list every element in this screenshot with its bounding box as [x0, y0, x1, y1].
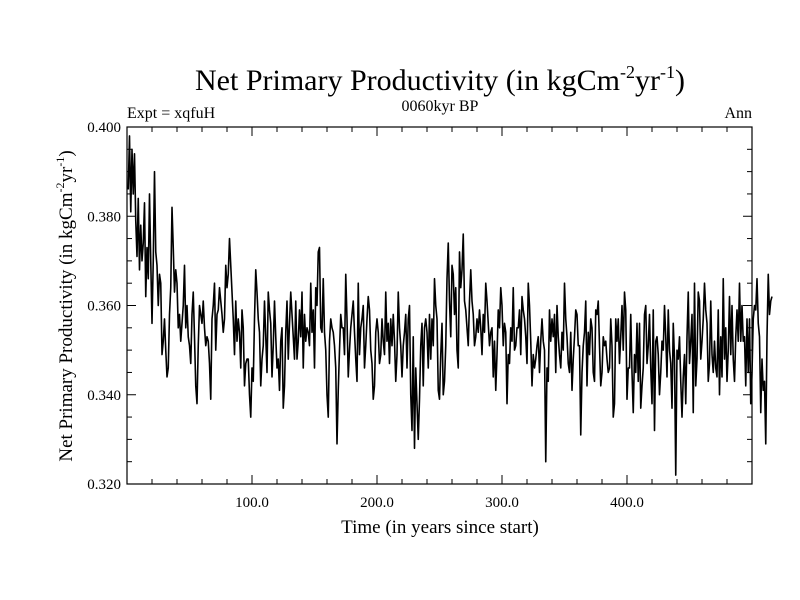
chart-title: Net Primary Productivity (in kgCm-2yr-1)	[195, 62, 685, 97]
x-tick-label: 300.0	[485, 495, 519, 511]
y-tick-label: 0.360	[87, 299, 121, 315]
x-axis-ticks: 100.0 200.0 300.0 400.0	[151, 127, 728, 511]
subtitle-period: 0060kyr BP	[402, 98, 479, 115]
subtitle-experiment: Expt = xqfuH	[127, 105, 216, 122]
x-tick-label: 200.0	[360, 495, 394, 511]
x-tick-label: 400.0	[610, 495, 644, 511]
x-axis-label: Time (in years since start)	[341, 517, 539, 538]
y-tick-label: 0.320	[87, 477, 121, 493]
y-axis-label: Net Primary Productivity (in kgCm-2yr-1)	[53, 150, 77, 461]
plot-frame	[126, 126, 753, 485]
x-tick-label: 100.0	[235, 495, 269, 511]
y-tick-label: 0.380	[87, 209, 121, 225]
y-tick-label: 0.340	[87, 388, 121, 404]
y-axis-ticks: 0.320 0.340 0.360 0.380 0.400	[87, 120, 752, 493]
y-tick-label: 0.400	[87, 120, 121, 136]
npp-series-line	[127, 135, 773, 476]
subtitle-season: Ann	[724, 105, 752, 122]
